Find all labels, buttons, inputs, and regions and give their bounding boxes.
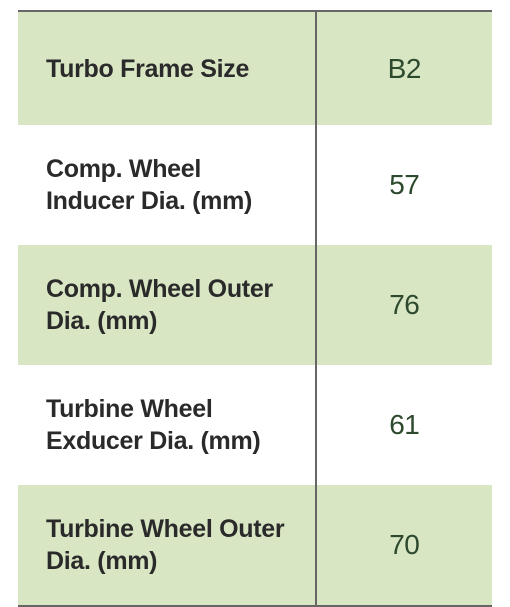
table-row: Turbine Wheel Outer Dia. (mm) 70 xyxy=(18,485,492,605)
spec-label: Turbine Wheel Outer Dia. (mm) xyxy=(46,513,295,577)
table-row: Turbine Wheel Exducer Dia. (mm) 61 xyxy=(18,365,492,485)
spec-value-cell: 76 xyxy=(317,245,492,365)
spec-label: Comp. Wheel Inducer Dia. (mm) xyxy=(46,153,295,217)
spec-label: Turbo Frame Size xyxy=(46,53,249,85)
spec-label-cell: Turbine Wheel Exducer Dia. (mm) xyxy=(18,365,317,485)
spec-value-cell: 61 xyxy=(317,365,492,485)
spec-value-cell: 57 xyxy=(317,125,492,245)
table-row: Comp. Wheel Inducer Dia. (mm) 57 xyxy=(18,125,492,245)
spec-value: 57 xyxy=(389,169,419,201)
spec-label-cell: Comp. Wheel Outer Dia. (mm) xyxy=(18,245,317,365)
spec-table: Turbo Frame Size B2 Comp. Wheel Inducer … xyxy=(18,10,492,607)
spec-value: 70 xyxy=(389,529,419,561)
table-row: Comp. Wheel Outer Dia. (mm) 76 xyxy=(18,245,492,365)
spec-label-cell: Turbine Wheel Outer Dia. (mm) xyxy=(18,485,317,605)
spec-value: 76 xyxy=(389,289,419,321)
spec-label: Turbine Wheel Exducer Dia. (mm) xyxy=(46,393,295,457)
spec-label-cell: Turbo Frame Size xyxy=(18,12,317,125)
spec-value-cell: 70 xyxy=(317,485,492,605)
table-row: Turbo Frame Size B2 xyxy=(18,12,492,125)
spec-value: B2 xyxy=(388,53,421,85)
spec-value: 61 xyxy=(389,409,419,441)
spec-label: Comp. Wheel Outer Dia. (mm) xyxy=(46,273,295,337)
spec-value-cell: B2 xyxy=(317,12,492,125)
spec-label-cell: Comp. Wheel Inducer Dia. (mm) xyxy=(18,125,317,245)
